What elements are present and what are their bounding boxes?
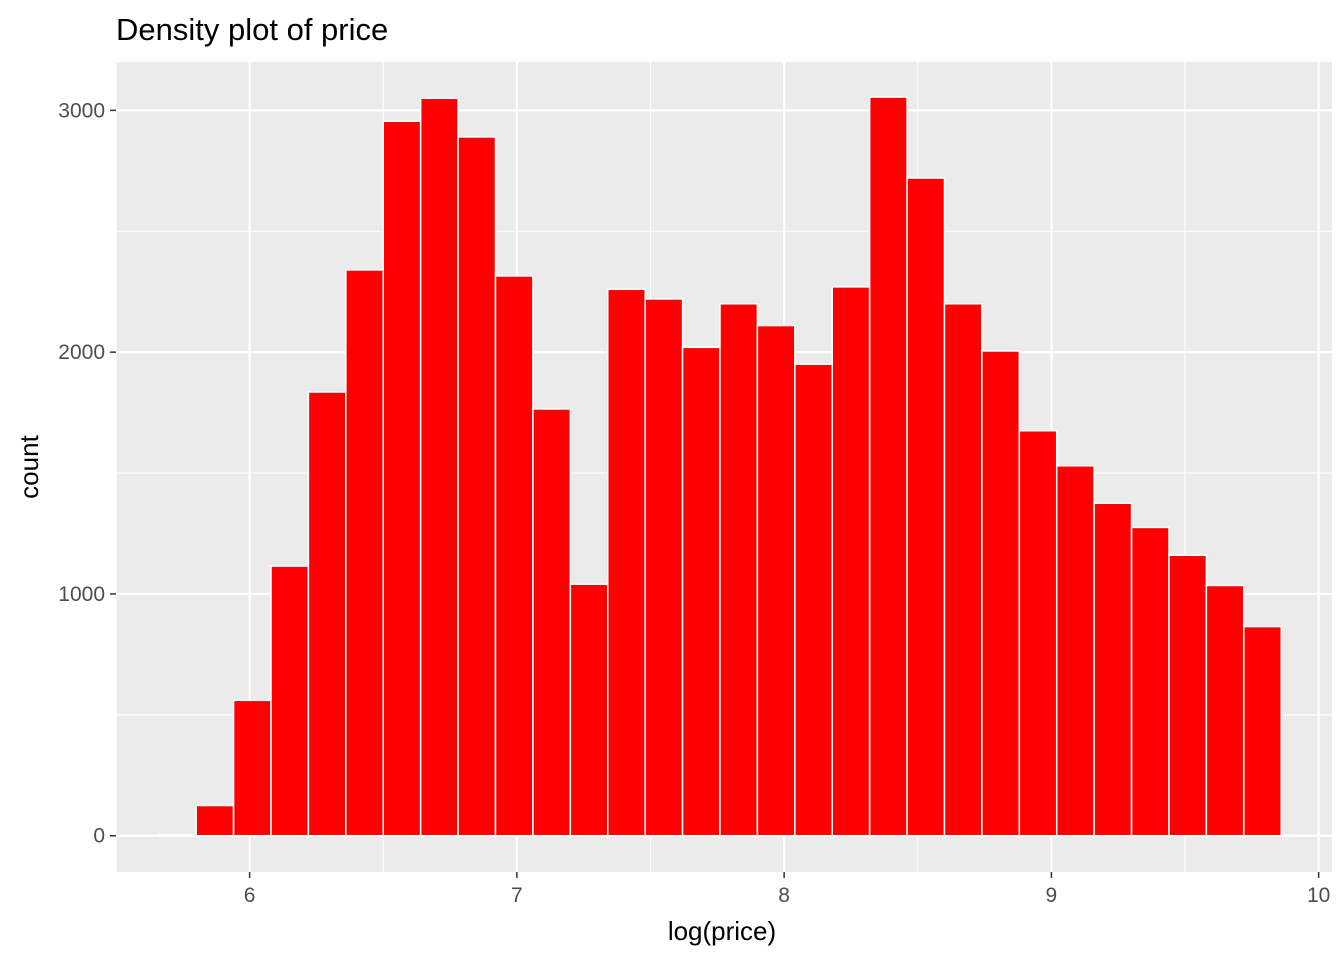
y-tick-label: 1000	[58, 583, 105, 606]
y-tick-label: 3000	[58, 99, 105, 122]
histogram-bar	[981, 350, 1021, 837]
histogram-bar	[158, 833, 197, 837]
chart-title: Density plot of price	[116, 12, 388, 47]
y-tick-label: 2000	[58, 341, 105, 364]
histogram-bar	[868, 96, 908, 837]
histogram-bar	[419, 97, 459, 837]
y-axis: 0 1000 2000 3000	[58, 99, 116, 848]
y-axis-title: count	[14, 434, 44, 498]
x-axis-title: log(price)	[668, 916, 776, 946]
histogram-bar	[569, 583, 609, 837]
y-tick-label: 0	[93, 825, 105, 848]
histogram-bar	[1205, 584, 1245, 837]
histogram-bar	[1018, 429, 1058, 837]
x-tick-label: 6	[244, 884, 256, 907]
x-tick-label: 7	[511, 884, 523, 907]
histogram-bar	[644, 298, 684, 837]
histogram-bar	[382, 120, 422, 837]
histogram-bar	[307, 391, 347, 837]
histogram-bar	[606, 288, 646, 837]
histogram-bar	[494, 275, 534, 837]
x-tick-label: 9	[1046, 884, 1058, 907]
histogram-bar	[345, 269, 385, 837]
histogram-bar	[1168, 554, 1208, 837]
histogram-bar	[719, 303, 759, 837]
histogram-bar	[1055, 465, 1095, 837]
histogram-bar	[1130, 526, 1170, 837]
histogram-bar	[794, 363, 833, 837]
histogram-bar	[1093, 502, 1133, 837]
histogram-bar	[831, 286, 871, 837]
x-tick-label: 10	[1307, 884, 1330, 907]
histogram-bar	[943, 303, 983, 837]
histogram-bar	[232, 699, 272, 837]
x-tick-label: 8	[778, 884, 790, 907]
histogram-bars	[158, 96, 1282, 837]
histogram-bar	[195, 804, 235, 837]
x-axis: 6 7 8 9 10	[244, 872, 1330, 907]
histogram-bar	[532, 408, 572, 837]
histogram-bar	[457, 136, 497, 837]
histogram-bar	[756, 324, 796, 837]
histogram-bar	[681, 346, 721, 837]
histogram-bar	[906, 177, 946, 837]
histogram-bar	[270, 565, 310, 837]
histogram-bar	[1243, 625, 1282, 837]
